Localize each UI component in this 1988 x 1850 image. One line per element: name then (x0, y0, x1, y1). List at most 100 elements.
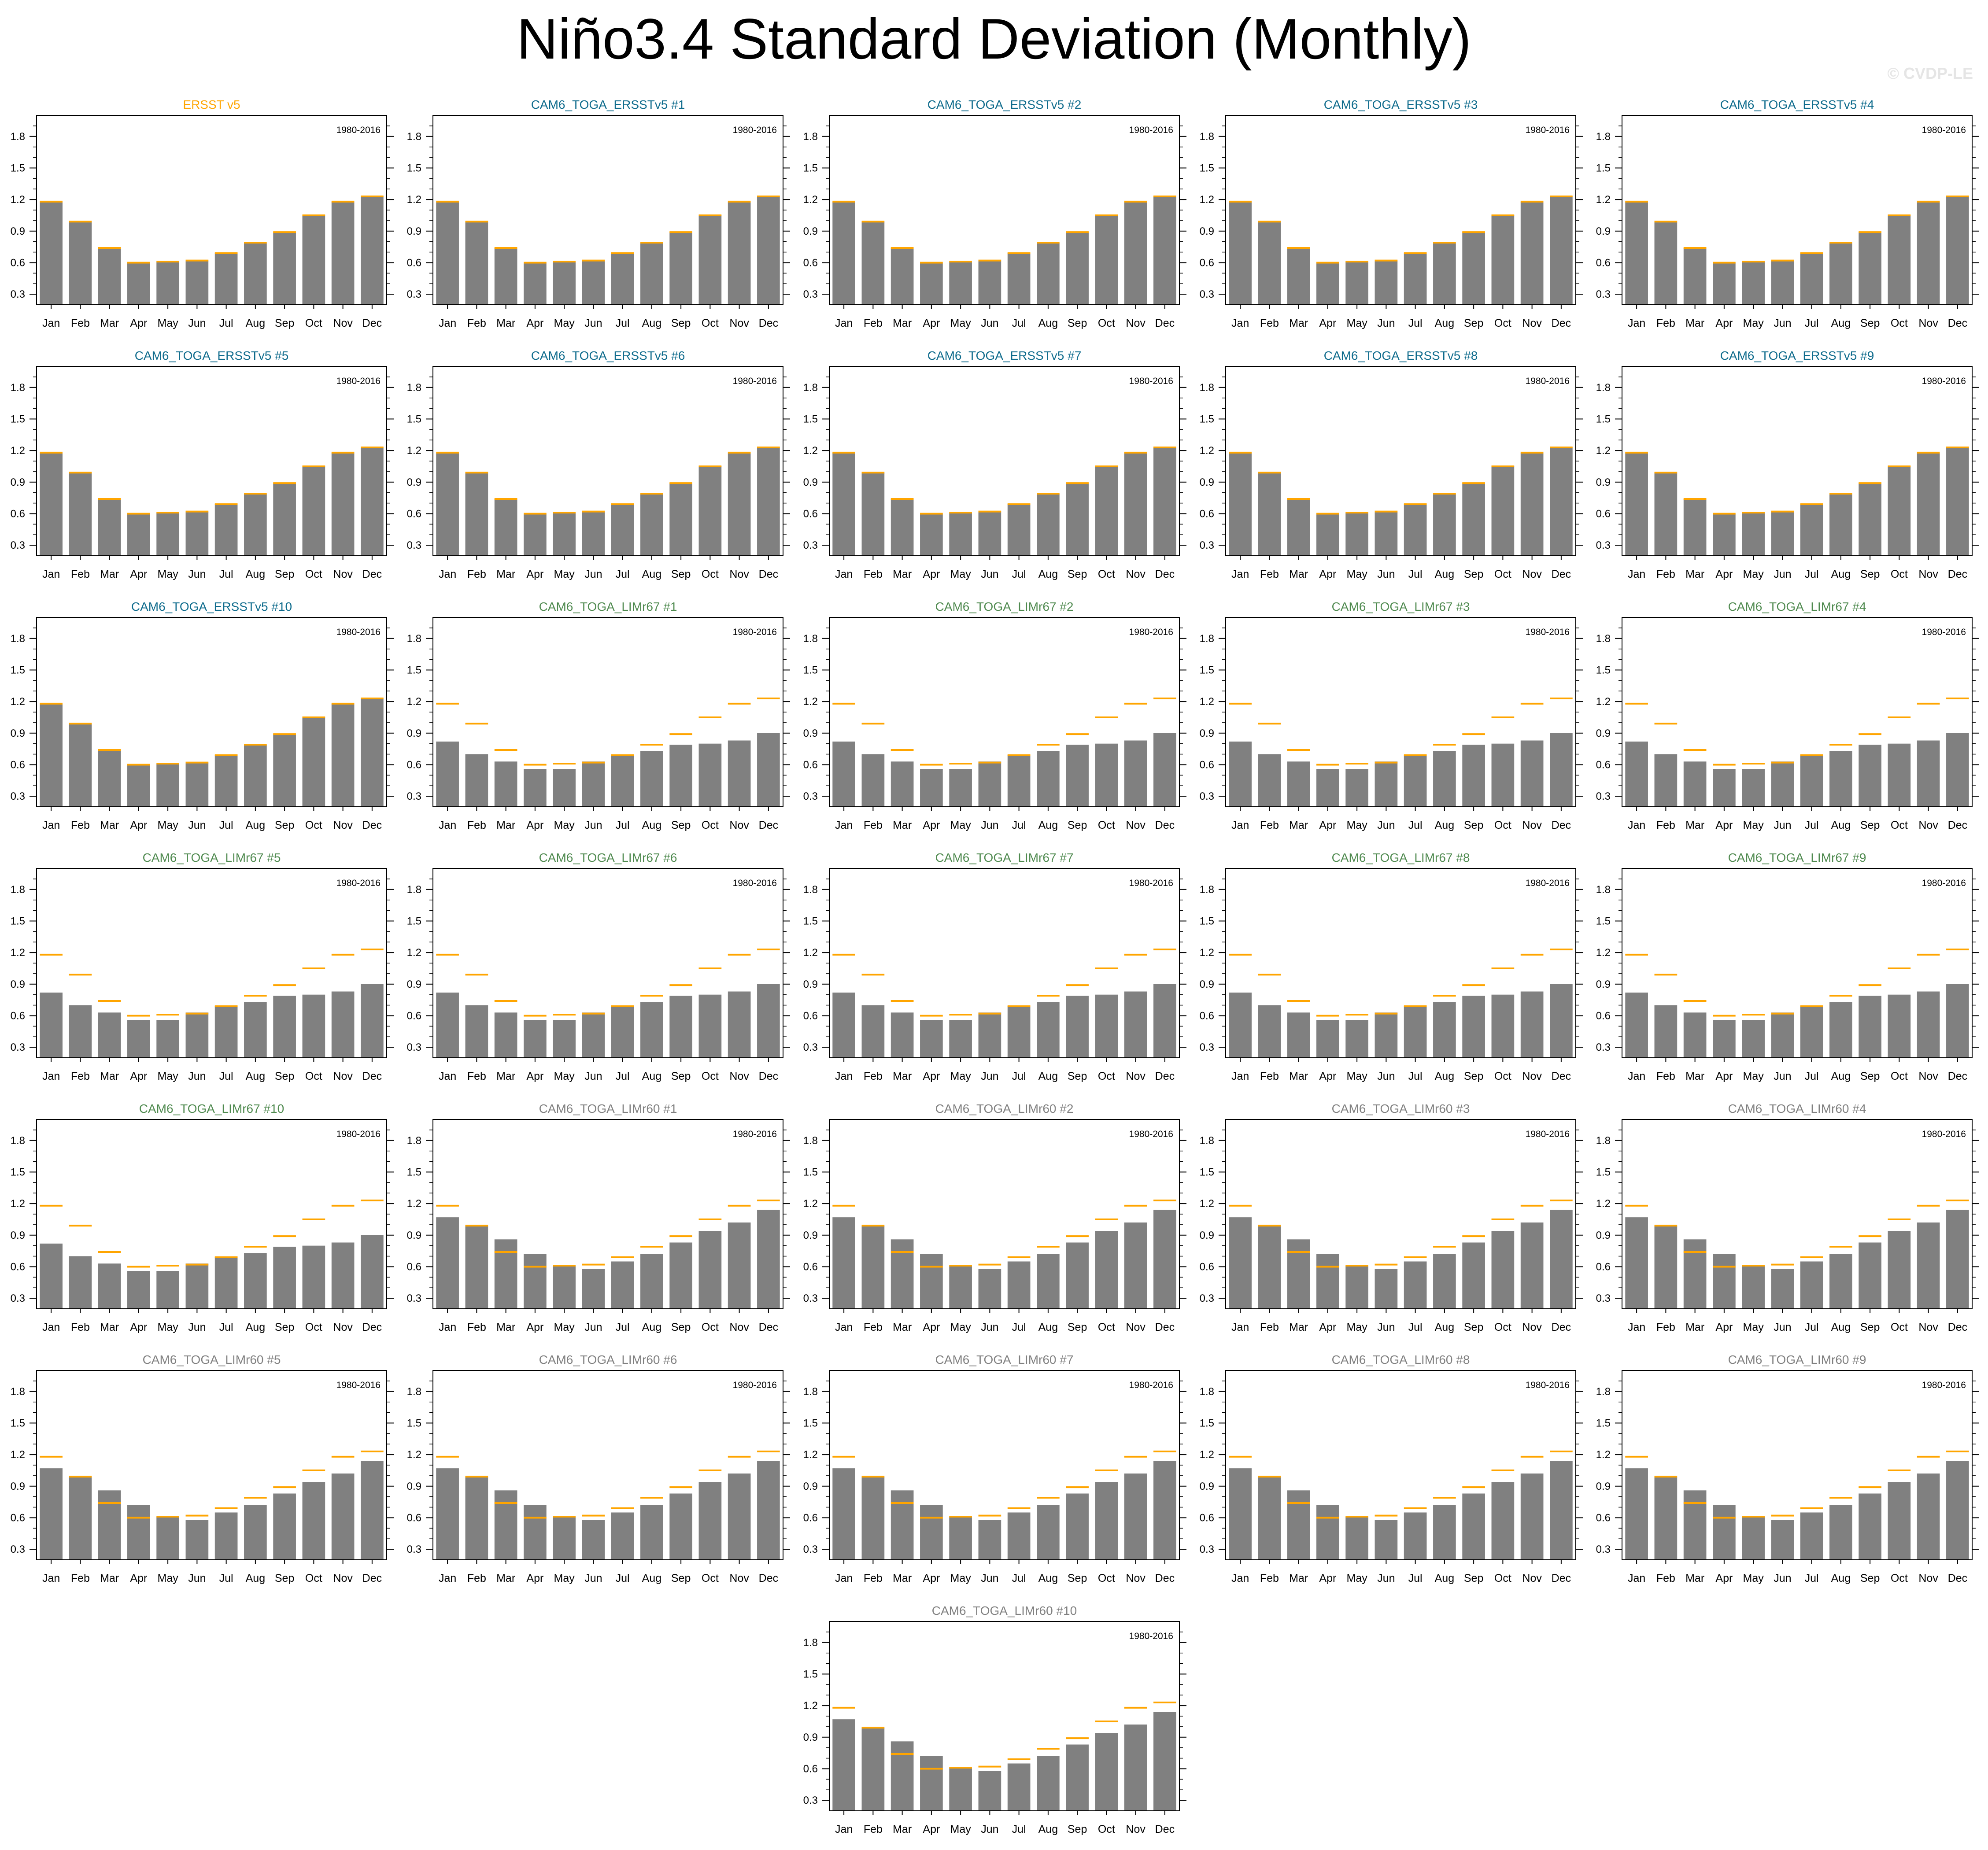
bar (640, 1002, 663, 1058)
bar (156, 1271, 179, 1309)
x-tick-label: Jan (42, 1572, 60, 1584)
bar (1007, 253, 1031, 305)
x-tick-label: Apr (1715, 1070, 1733, 1082)
x-tick-label: Jul (616, 317, 630, 329)
x-tick-label: Nov (1918, 1070, 1938, 1082)
x-tick-label: Dec (759, 1070, 778, 1082)
y-tick-label: 0.3 (1200, 288, 1214, 300)
chart-panel: 0.3 0.6 0.9 1.2 1.5 1.8 Jan Feb Mar Apr May Jun Jul A… (407, 1353, 790, 1584)
x-tick-label: Nov (1126, 317, 1146, 329)
bar (582, 260, 605, 305)
bar (757, 984, 780, 1058)
bar (1625, 452, 1648, 556)
bar (920, 1505, 943, 1560)
x-tick-label: Dec (1552, 1321, 1571, 1333)
y-tick-label: 1.8 (11, 884, 25, 896)
y-tick-label: 1.8 (11, 1135, 25, 1147)
y-tick-label: 1.5 (407, 1417, 421, 1429)
x-tick-label: May (158, 568, 179, 580)
x-tick-label: Apr (526, 568, 543, 580)
y-tick-label: 1.5 (1596, 413, 1611, 425)
x-tick-label: Nov (333, 819, 353, 831)
bar (1491, 994, 1515, 1058)
x-tick-label: Nov (1126, 1572, 1146, 1584)
chart-panel: 0.3 0.6 0.9 1.2 1.5 1.8 Jan Feb Mar Apr May Jun Jul A… (803, 1102, 1186, 1333)
bar (640, 751, 663, 807)
y-tick-label: 1.5 (11, 915, 25, 927)
bar (891, 248, 914, 305)
x-tick-label: Sep (1068, 1070, 1087, 1082)
y-tick-label: 1.8 (803, 1386, 818, 1398)
x-tick-label: Oct (1098, 1070, 1115, 1082)
bar (1345, 1020, 1368, 1058)
bar (1229, 741, 1252, 807)
y-tick-label: 0.9 (11, 727, 25, 739)
bar (1153, 1461, 1176, 1560)
bar (832, 1217, 855, 1309)
x-tick-label: Dec (1948, 317, 1967, 329)
x-tick-label: Oct (1891, 819, 1908, 831)
bar (757, 196, 780, 305)
x-tick-label: Jul (1012, 819, 1026, 831)
bar (1229, 452, 1252, 556)
chart-panel: 0.3 0.6 0.9 1.2 1.5 1.8 Jan Feb Mar Apr May Jun Jul A… (1200, 1353, 1583, 1584)
y-tick-label: 1.5 (407, 664, 421, 676)
x-tick-label: Feb (864, 317, 883, 329)
x-tick-label: Jul (1012, 1321, 1026, 1333)
bar (1462, 996, 1485, 1058)
bar (891, 1490, 914, 1560)
x-tick-label: Jul (1408, 1572, 1423, 1584)
x-tick-label: Jun (1377, 1321, 1395, 1333)
x-tick-label: Feb (467, 568, 486, 580)
bar (185, 1012, 209, 1058)
x-tick-label: Apr (526, 317, 543, 329)
bar (69, 473, 92, 556)
bar (1859, 483, 1881, 556)
x-tick-label: Jul (219, 819, 233, 831)
x-tick-label: Nov (1918, 317, 1938, 329)
x-tick-label: Sep (1068, 1321, 1087, 1333)
bar (1037, 751, 1060, 807)
bar (1491, 466, 1515, 556)
bar (1654, 222, 1678, 305)
period-label: 1980-2016 (1526, 1129, 1570, 1139)
x-tick-label: Apr (130, 1070, 147, 1082)
bar (698, 994, 722, 1058)
period-label: 1980-2016 (1922, 1380, 1966, 1390)
bar (728, 201, 751, 305)
x-tick-label: Jan (1628, 1070, 1645, 1082)
bar (669, 1493, 692, 1560)
y-tick-label: 1.5 (1596, 162, 1611, 174)
y-tick-label: 1.5 (407, 915, 421, 927)
bar (1462, 483, 1485, 556)
y-tick-label: 1.8 (1200, 131, 1214, 143)
y-tick-label: 0.9 (407, 476, 421, 488)
x-tick-label: Jun (188, 317, 206, 329)
bar (1258, 754, 1281, 807)
y-tick-label: 1.8 (1200, 633, 1214, 645)
y-tick-label: 0.3 (1596, 1544, 1611, 1555)
x-tick-label: Jan (42, 317, 60, 329)
period-label: 1980-2016 (1129, 627, 1173, 637)
bar (1829, 1505, 1852, 1560)
bar (1462, 1493, 1485, 1560)
x-tick-label: Jun (981, 1572, 998, 1584)
x-tick-label: Feb (1656, 1321, 1675, 1333)
bar (669, 996, 692, 1058)
x-tick-label: Sep (1068, 1572, 1087, 1584)
chart-panel: 0.3 0.6 0.9 1.2 1.5 1.8 Jan Feb Mar Apr May Jun Jul A… (1200, 600, 1583, 831)
bar (1829, 1254, 1852, 1309)
y-tick-label: 0.6 (407, 257, 421, 269)
bar (1153, 447, 1176, 556)
bar (920, 1020, 943, 1058)
bar (1037, 494, 1060, 556)
x-tick-label: Aug (1038, 1572, 1058, 1584)
x-tick-label: Jan (1628, 568, 1645, 580)
y-tick-label: 0.3 (803, 288, 818, 300)
bar (436, 452, 459, 556)
bar (127, 513, 150, 556)
x-tick-label: Mar (1289, 1321, 1308, 1333)
bar (978, 1520, 1001, 1560)
x-tick-label: May (1347, 1572, 1368, 1584)
panel-title: CAM6_TOGA_LIMr67 #6 (539, 851, 677, 864)
